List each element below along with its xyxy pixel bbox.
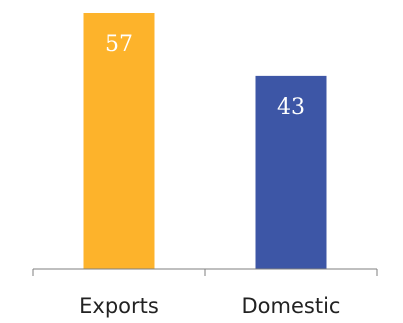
x-axis-tick-labels-group: Exports Domestic xyxy=(79,294,340,318)
bar-domestic xyxy=(255,75,327,269)
tick-label-exports: Exports xyxy=(79,294,159,318)
value-label-exports: 57 xyxy=(105,32,133,57)
bars-group xyxy=(83,13,327,269)
value-label-domestic: 43 xyxy=(277,95,305,120)
tick-label-domestic: Domestic xyxy=(242,294,341,318)
x-axis-ticks-group xyxy=(32,269,378,276)
value-labels-group: 57 43 xyxy=(105,32,305,120)
bar-exports xyxy=(83,13,155,269)
